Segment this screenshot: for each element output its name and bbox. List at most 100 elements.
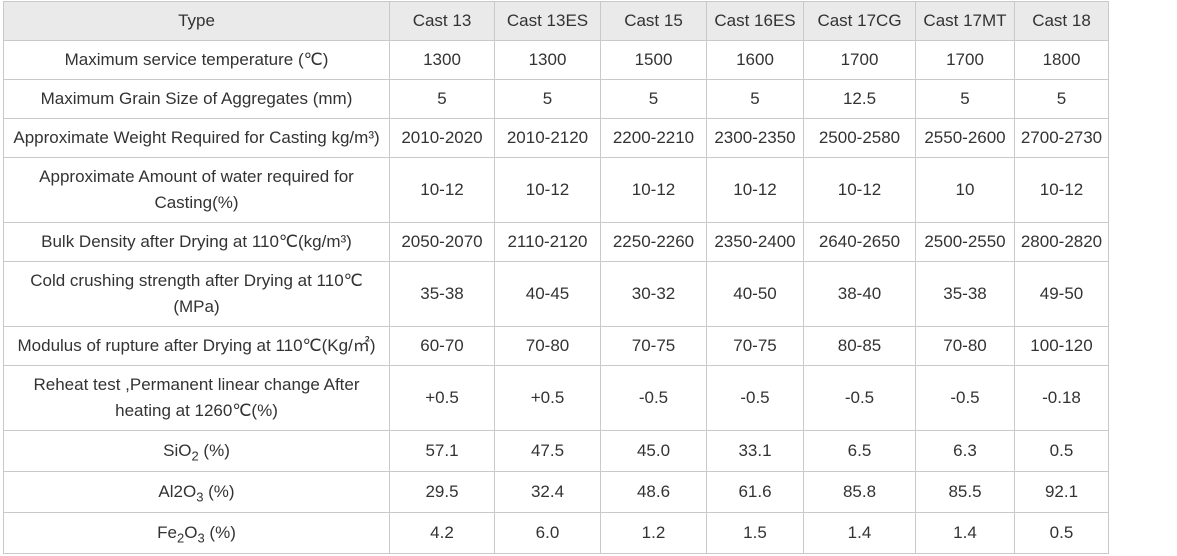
- table-cell: 1500: [600, 40, 707, 80]
- formula-text: SiO: [163, 441, 192, 460]
- formula-text: O: [184, 523, 198, 542]
- table-cell: 6.5: [803, 430, 916, 472]
- table-cell: 1.4: [915, 512, 1015, 554]
- row-label: SiO2 (%): [3, 430, 390, 472]
- table-cell: +0.5: [494, 365, 601, 431]
- formula-subscript: 3: [197, 530, 205, 546]
- table-cell: 30-32: [600, 261, 707, 327]
- table-cell: 1700: [803, 40, 916, 80]
- table-cell: 92.1: [1014, 471, 1109, 513]
- unit-text: (%): [198, 441, 230, 460]
- header-cast-13es: Cast 13ES: [494, 1, 601, 41]
- row-label: Maximum service temperature (℃): [3, 40, 390, 80]
- table-cell: 85.8: [803, 471, 916, 513]
- table-cell: 1300: [494, 40, 601, 80]
- table-cell: 47.5: [494, 430, 601, 472]
- table-row: Modulus of rupture after Drying at 110℃(…: [3, 326, 1109, 366]
- table-cell: 1.4: [803, 512, 916, 554]
- table-cell: 32.4: [494, 471, 601, 513]
- header-cast-13: Cast 13: [389, 1, 495, 41]
- unit-text: (%): [204, 523, 236, 542]
- table-row: Approximate Amount of water required for…: [3, 157, 1109, 223]
- table-cell: -0.18: [1014, 365, 1109, 431]
- header-cast-17mt: Cast 17MT: [915, 1, 1015, 41]
- table-row: Bulk Density after Drying at 110℃(kg/m³)…: [3, 222, 1109, 262]
- table-cell: 40-45: [494, 261, 601, 327]
- table-cell: 10-12: [803, 157, 916, 223]
- table-cell: 70-80: [915, 326, 1015, 366]
- table-cell: 1300: [389, 40, 495, 80]
- table-cell: 0.5: [1014, 430, 1109, 472]
- unit-text: (%): [203, 482, 235, 501]
- row-label: Bulk Density after Drying at 110℃(kg/m³): [3, 222, 390, 262]
- row-label: Al2O3 (%): [3, 471, 390, 513]
- table-row: Cold crushing strength after Drying at 1…: [3, 261, 1109, 327]
- table-cell: 80-85: [803, 326, 916, 366]
- table-cell: 2500-2580: [803, 118, 916, 158]
- row-label: Reheat test ,Permanent linear change Aft…: [3, 365, 390, 431]
- table-cell: 29.5: [389, 471, 495, 513]
- table-cell: 6.3: [915, 430, 1015, 472]
- table-cell: 1700: [915, 40, 1015, 80]
- table-cell: 1800: [1014, 40, 1109, 80]
- table-cell: 100-120: [1014, 326, 1109, 366]
- table-cell: 6.0: [494, 512, 601, 554]
- row-label: Maximum Grain Size of Aggregates (mm): [3, 79, 390, 119]
- table-cell: 70-75: [600, 326, 707, 366]
- table-cell: 4.2: [389, 512, 495, 554]
- table-cell: 2800-2820: [1014, 222, 1109, 262]
- table-cell: 48.6: [600, 471, 707, 513]
- table-cell: 5: [915, 79, 1015, 119]
- table-row: Fe2O3 (%) 4.2 6.0 1.2 1.5 1.4 1.4 0.5: [3, 512, 1109, 554]
- table-row: Reheat test ,Permanent linear change Aft…: [3, 365, 1109, 431]
- table-cell: 40-50: [706, 261, 804, 327]
- table-cell: 60-70: [389, 326, 495, 366]
- table-cell: 10: [915, 157, 1015, 223]
- formula-subscript: 2: [191, 448, 199, 464]
- table-cell: 38-40: [803, 261, 916, 327]
- table-cell: 57.1: [389, 430, 495, 472]
- table-cell: 12.5: [803, 79, 916, 119]
- row-label: Fe2O3 (%): [3, 512, 390, 554]
- table-cell: 5: [1014, 79, 1109, 119]
- table-cell: 5: [494, 79, 601, 119]
- table-cell: 2300-2350: [706, 118, 804, 158]
- row-label: Cold crushing strength after Drying at 1…: [3, 261, 390, 327]
- table-cell: 10-12: [600, 157, 707, 223]
- table-cell: 2010-2020: [389, 118, 495, 158]
- table-row: SiO2 (%) 57.1 47.5 45.0 33.1 6.5 6.3 0.5: [3, 430, 1109, 472]
- header-cast-18: Cast 18: [1014, 1, 1109, 41]
- table-row: Al2O3 (%) 29.5 32.4 48.6 61.6 85.8 85.5 …: [3, 471, 1109, 513]
- table-cell: 1.2: [600, 512, 707, 554]
- header-cast-15: Cast 15: [600, 1, 707, 41]
- table-cell: 2550-2600: [915, 118, 1015, 158]
- formula-text: Al2O: [158, 482, 197, 501]
- table-cell: 5: [389, 79, 495, 119]
- table-cell: 2110-2120: [494, 222, 601, 262]
- table-cell: 2200-2210: [600, 118, 707, 158]
- table-cell: -0.5: [803, 365, 916, 431]
- table-row: Approximate Weight Required for Casting …: [3, 118, 1109, 158]
- table-cell: 5: [706, 79, 804, 119]
- header-row: Type Cast 13 Cast 13ES Cast 15 Cast 16ES…: [3, 1, 1109, 41]
- table-cell: 2640-2650: [803, 222, 916, 262]
- table-cell: 5: [600, 79, 707, 119]
- table-cell: 33.1: [706, 430, 804, 472]
- table-cell: 2050-2070: [389, 222, 495, 262]
- table-cell: 61.6: [706, 471, 804, 513]
- table-row: Maximum Grain Size of Aggregates (mm) 5 …: [3, 79, 1109, 119]
- table-cell: 85.5: [915, 471, 1015, 513]
- formula-subscript: 3: [196, 489, 204, 505]
- table-cell: 35-38: [915, 261, 1015, 327]
- table-cell: +0.5: [389, 365, 495, 431]
- row-label: Modulus of rupture after Drying at 110℃(…: [3, 326, 390, 366]
- row-label: Approximate Weight Required for Casting …: [3, 118, 390, 158]
- table-cell: 2250-2260: [600, 222, 707, 262]
- table-row: Maximum service temperature (℃) 1300 130…: [3, 40, 1109, 80]
- header-type: Type: [3, 1, 390, 41]
- header-cast-17cg: Cast 17CG: [803, 1, 916, 41]
- row-label: Approximate Amount of water required for…: [3, 157, 390, 223]
- table-cell: -0.5: [915, 365, 1015, 431]
- castable-properties-table: Type Cast 13 Cast 13ES Cast 15 Cast 16ES…: [3, 1, 1109, 554]
- table-cell: 10-12: [1014, 157, 1109, 223]
